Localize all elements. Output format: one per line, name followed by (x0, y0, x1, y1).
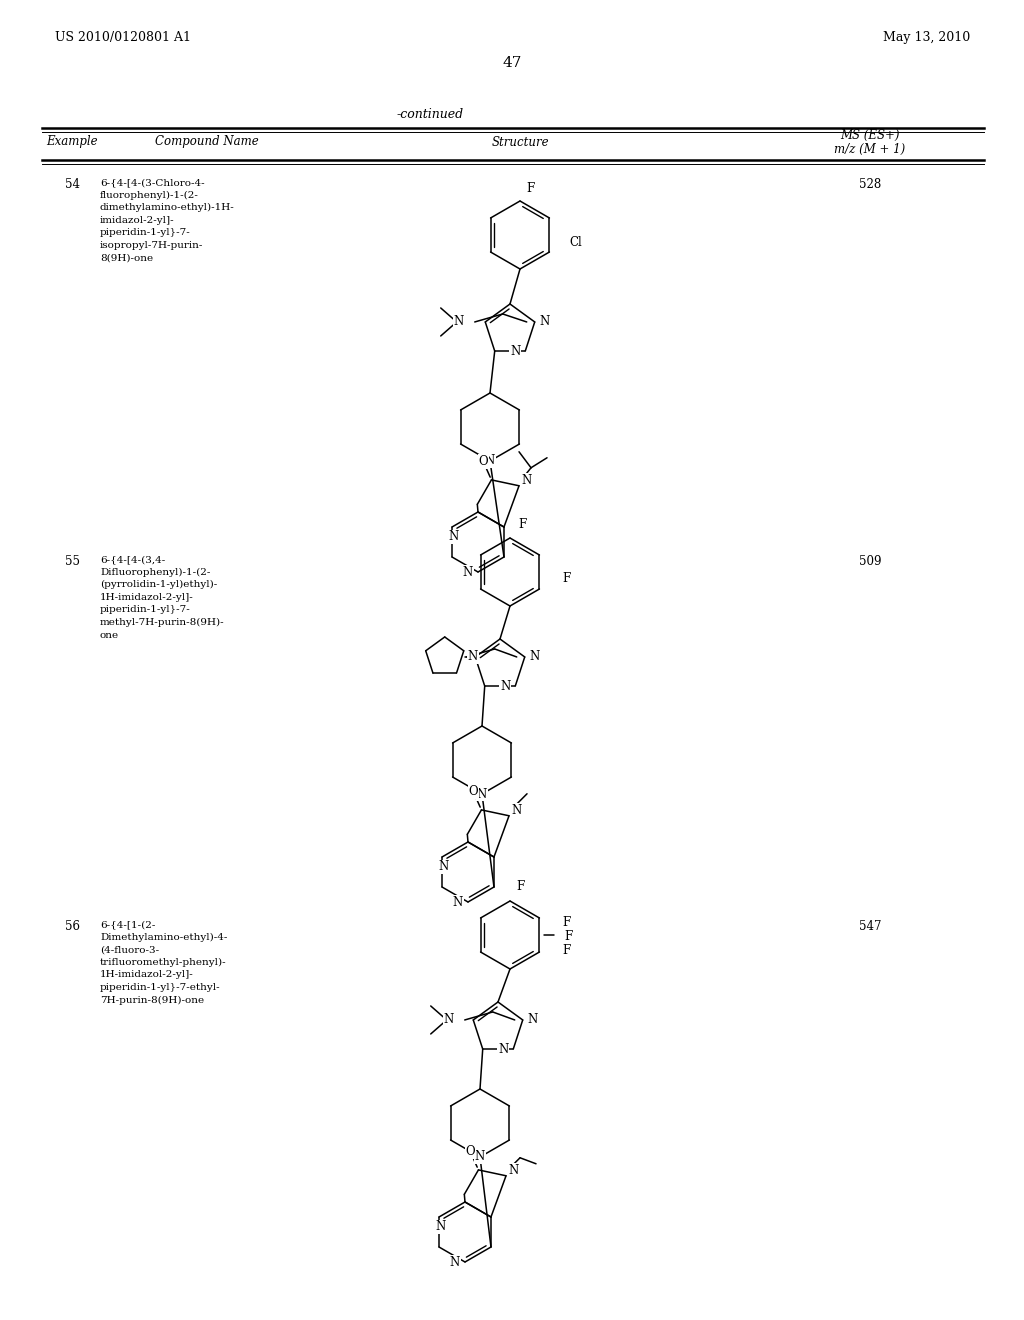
Text: N: N (510, 345, 520, 358)
Text: 55: 55 (65, 554, 80, 568)
Text: N: N (522, 474, 532, 487)
Text: F: F (562, 572, 570, 585)
Text: F: F (518, 517, 526, 531)
Text: N: N (512, 804, 522, 817)
Text: N: N (475, 1151, 485, 1163)
Text: N: N (509, 1164, 519, 1177)
Text: 47: 47 (503, 55, 521, 70)
Text: 547: 547 (859, 920, 882, 933)
Text: 56: 56 (65, 920, 80, 933)
Text: N: N (498, 1043, 508, 1056)
Text: F: F (516, 880, 524, 894)
Text: N: N (500, 680, 510, 693)
Text: N: N (477, 788, 487, 800)
Text: O: O (466, 1146, 475, 1158)
Text: N: N (540, 315, 550, 329)
Text: N: N (439, 861, 450, 874)
Text: N: N (449, 531, 459, 544)
Text: Compound Name: Compound Name (155, 136, 259, 149)
Text: 54: 54 (65, 178, 80, 191)
Text: F: F (526, 182, 535, 195)
Text: Example: Example (46, 136, 98, 149)
Text: F: F (564, 931, 572, 944)
Text: N: N (450, 1255, 460, 1269)
Text: N: N (436, 1221, 446, 1233)
Text: 528: 528 (859, 178, 881, 191)
Text: 6-{4-[4-(3-Chloro-4-
fluorophenyl)-1-(2-
dimethylamino-ethyl)-1H-
imidazol-2-yl]: 6-{4-[4-(3-Chloro-4- fluorophenyl)-1-(2-… (100, 178, 234, 263)
Text: O: O (478, 455, 488, 469)
Text: N: N (454, 315, 464, 329)
Text: 6-{4-[4-(3,4-
Difluorophenyl)-1-(2-
(pyrrolidin-1-yl)ethyl)-
1H-imidazol-2-yl]-
: 6-{4-[4-(3,4- Difluorophenyl)-1-(2- (pyr… (100, 554, 224, 640)
Text: N: N (529, 651, 540, 664)
Text: N: N (485, 454, 496, 467)
Text: N: N (453, 895, 463, 908)
Text: -continued: -continued (396, 108, 464, 121)
Text: 6-{4-[1-(2-
Dimethylamino-ethyl)-4-
(4-fluoro-3-
trifluoromethyl-phenyl)-
1H-imi: 6-{4-[1-(2- Dimethylamino-ethyl)-4- (4-f… (100, 920, 227, 1005)
Text: m/z (M + 1): m/z (M + 1) (835, 143, 905, 156)
Text: F: F (562, 945, 570, 957)
Text: N: N (443, 1014, 454, 1027)
Text: N: N (468, 651, 478, 664)
Text: Structure: Structure (492, 136, 549, 149)
Text: F: F (562, 916, 570, 929)
Text: N: N (463, 565, 473, 578)
Text: MS (ES+): MS (ES+) (841, 128, 900, 141)
Text: May 13, 2010: May 13, 2010 (883, 30, 970, 44)
Text: Cl: Cl (569, 236, 583, 249)
Text: O: O (469, 785, 478, 799)
Text: N: N (527, 1014, 538, 1027)
Text: US 2010/0120801 A1: US 2010/0120801 A1 (55, 30, 191, 44)
Text: 509: 509 (859, 554, 882, 568)
